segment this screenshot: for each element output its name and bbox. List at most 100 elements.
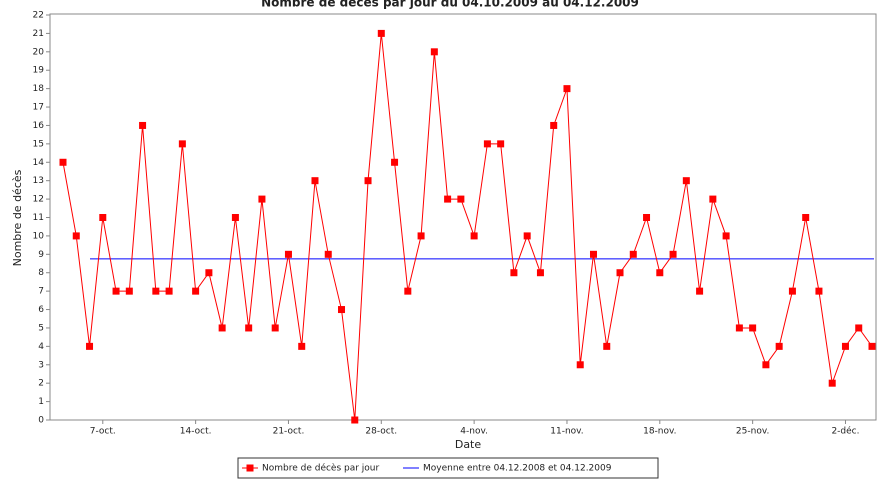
point bbox=[589, 250, 597, 258]
point bbox=[338, 306, 346, 314]
point bbox=[696, 287, 704, 295]
x-tick-label: 11-nov. bbox=[550, 427, 583, 437]
point bbox=[682, 177, 690, 185]
point bbox=[192, 287, 200, 295]
point bbox=[125, 287, 133, 295]
point bbox=[258, 195, 266, 203]
point bbox=[139, 121, 147, 129]
point bbox=[749, 324, 757, 332]
y-tick-label: 22 bbox=[33, 11, 44, 21]
point bbox=[563, 85, 571, 93]
point bbox=[616, 269, 624, 277]
point bbox=[457, 195, 465, 203]
point bbox=[72, 232, 80, 240]
x-tick-label: 7-oct. bbox=[90, 427, 116, 437]
point bbox=[165, 287, 173, 295]
point bbox=[205, 269, 213, 277]
y-tick-label: 13 bbox=[33, 176, 44, 186]
y-tick-label: 8 bbox=[38, 268, 44, 278]
point bbox=[391, 158, 399, 166]
point bbox=[643, 214, 651, 221]
point bbox=[271, 324, 279, 332]
point bbox=[245, 324, 253, 332]
point bbox=[377, 29, 385, 37]
y-tick-label: 16 bbox=[33, 121, 45, 131]
point bbox=[788, 287, 796, 295]
y-tick-label: 4 bbox=[38, 342, 44, 352]
y-tick-label: 6 bbox=[38, 305, 44, 315]
point bbox=[536, 269, 544, 277]
point bbox=[603, 342, 611, 350]
point bbox=[629, 250, 637, 258]
y-tick-label: 10 bbox=[33, 231, 45, 241]
y-tick-label: 12 bbox=[33, 195, 44, 205]
x-axis-title: Date bbox=[455, 438, 482, 451]
point bbox=[298, 342, 306, 350]
point bbox=[802, 214, 810, 221]
chart-title: Nombre de décès par jour du 04.10.2009 a… bbox=[261, 0, 639, 10]
x-tick-label: 4-nov. bbox=[460, 427, 488, 437]
point bbox=[444, 195, 452, 203]
x-tick-label: 14-oct. bbox=[180, 427, 212, 437]
point bbox=[483, 140, 491, 148]
point bbox=[324, 250, 332, 258]
point bbox=[351, 416, 359, 424]
point bbox=[815, 287, 823, 295]
point bbox=[709, 195, 717, 203]
y-tick-label: 1 bbox=[38, 397, 44, 407]
x-tick-label: 28-oct. bbox=[365, 427, 397, 437]
point bbox=[152, 287, 160, 295]
y-tick-label: 9 bbox=[38, 250, 44, 260]
point bbox=[178, 140, 186, 148]
x-tick-label: 2-déc. bbox=[831, 426, 859, 437]
y-tick-label: 15 bbox=[33, 139, 44, 149]
point bbox=[364, 177, 372, 185]
point bbox=[868, 342, 876, 350]
point bbox=[775, 342, 783, 350]
legend-box bbox=[237, 457, 659, 479]
y-tick-label: 19 bbox=[33, 66, 45, 76]
point bbox=[735, 324, 743, 332]
y-tick-label: 14 bbox=[33, 158, 45, 168]
point bbox=[828, 379, 836, 387]
point bbox=[311, 177, 319, 185]
point bbox=[86, 342, 94, 350]
x-tick-label: 18-nov. bbox=[643, 427, 676, 437]
x-tick-label: 25-nov. bbox=[736, 427, 769, 437]
plot-area bbox=[49, 13, 877, 421]
point bbox=[523, 232, 531, 240]
point bbox=[470, 232, 478, 240]
point bbox=[231, 214, 239, 221]
point bbox=[722, 232, 730, 240]
point bbox=[430, 48, 438, 56]
point bbox=[112, 287, 120, 295]
point bbox=[404, 287, 412, 295]
point bbox=[656, 269, 664, 277]
y-tick-label: 17 bbox=[33, 103, 44, 113]
point bbox=[762, 361, 770, 369]
point bbox=[510, 269, 518, 277]
y-tick-label: 7 bbox=[38, 287, 44, 297]
point bbox=[417, 232, 425, 240]
y-tick-label: 21 bbox=[33, 29, 44, 39]
point bbox=[218, 324, 226, 332]
legend-label: Nombre de décès par jour bbox=[262, 463, 380, 474]
point bbox=[284, 250, 292, 258]
point bbox=[855, 324, 863, 332]
y-tick-label: 3 bbox=[38, 360, 44, 370]
point bbox=[550, 121, 558, 129]
point bbox=[99, 214, 107, 221]
point bbox=[669, 250, 677, 258]
point bbox=[59, 158, 67, 166]
y-axis-title: Nombre de décès bbox=[11, 169, 24, 266]
y-tick-label: 5 bbox=[38, 323, 44, 333]
legend-marker bbox=[246, 464, 254, 472]
point bbox=[841, 342, 849, 350]
y-tick-label: 20 bbox=[33, 47, 45, 57]
legend-label: Moyenne entre 04.12.2008 et 04.12.2009 bbox=[423, 464, 612, 474]
x-tick-label: 21-oct. bbox=[273, 427, 305, 437]
point bbox=[576, 361, 584, 369]
y-tick-label: 0 bbox=[38, 416, 44, 426]
point bbox=[497, 140, 505, 148]
